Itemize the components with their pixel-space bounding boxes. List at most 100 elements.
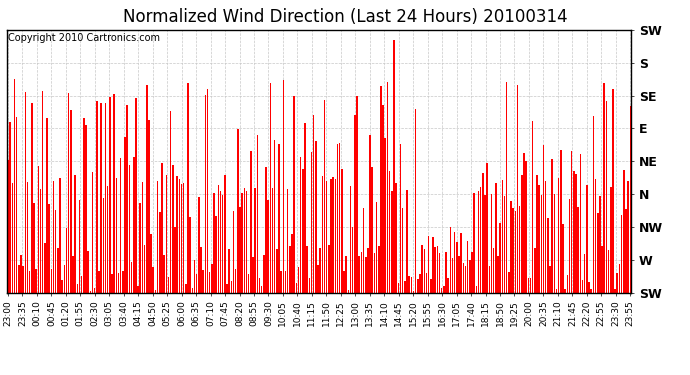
Text: Copyright 2010 Cartronics.com: Copyright 2010 Cartronics.com	[8, 33, 159, 43]
Bar	[194, 260, 195, 292]
Bar	[489, 267, 490, 292]
Bar	[540, 195, 542, 292]
Bar	[196, 274, 197, 292]
Bar	[181, 184, 182, 292]
Bar	[599, 196, 601, 292]
Bar	[166, 175, 167, 292]
Bar	[37, 166, 39, 292]
Bar	[185, 284, 186, 292]
Bar	[597, 213, 598, 292]
Bar	[304, 123, 306, 292]
Bar	[551, 159, 553, 292]
Bar	[333, 177, 334, 292]
Bar	[458, 256, 460, 292]
Bar	[386, 82, 388, 292]
Bar	[424, 249, 425, 292]
Bar	[480, 187, 482, 292]
Bar	[31, 103, 32, 292]
Bar	[33, 203, 34, 292]
Text: Normalized Wind Direction (Last 24 Hours) 20100314: Normalized Wind Direction (Last 24 Hours…	[123, 8, 567, 26]
Bar	[413, 291, 414, 292]
Bar	[393, 40, 395, 292]
Bar	[103, 198, 104, 292]
Bar	[389, 171, 391, 292]
Bar	[369, 135, 371, 292]
Bar	[293, 96, 295, 292]
Bar	[50, 269, 52, 292]
Bar	[506, 82, 507, 292]
Bar	[152, 267, 154, 292]
Bar	[395, 183, 397, 292]
Bar	[326, 182, 328, 292]
Bar	[452, 258, 453, 292]
Bar	[430, 279, 431, 292]
Bar	[397, 283, 399, 292]
Bar	[376, 202, 377, 292]
Bar	[521, 175, 522, 292]
Bar	[259, 278, 260, 292]
Bar	[553, 194, 555, 292]
Bar	[619, 264, 620, 292]
Bar	[198, 196, 199, 292]
Bar	[228, 249, 230, 292]
Bar	[465, 266, 466, 292]
Bar	[86, 125, 87, 292]
Bar	[146, 85, 148, 292]
Bar	[46, 118, 48, 292]
Bar	[263, 255, 264, 292]
Bar	[471, 252, 473, 292]
Bar	[380, 86, 382, 292]
Bar	[435, 248, 436, 292]
Bar	[400, 144, 401, 292]
Bar	[101, 103, 102, 292]
Bar	[324, 100, 325, 292]
Bar	[35, 269, 37, 292]
Bar	[473, 193, 475, 292]
Bar	[202, 270, 204, 292]
Bar	[363, 208, 364, 292]
Bar	[57, 248, 59, 292]
Bar	[289, 246, 290, 292]
Bar	[621, 215, 622, 292]
Bar	[272, 188, 273, 292]
Bar	[532, 121, 533, 292]
Bar	[582, 280, 583, 292]
Bar	[255, 188, 256, 292]
Bar	[467, 241, 469, 292]
Bar	[543, 145, 544, 292]
Bar	[189, 217, 191, 292]
Bar	[126, 105, 128, 292]
Bar	[237, 129, 239, 292]
Bar	[16, 117, 17, 292]
Bar	[337, 144, 338, 292]
Bar	[215, 216, 217, 292]
Bar	[211, 264, 213, 292]
Bar	[625, 209, 627, 292]
Bar	[7, 160, 9, 292]
Bar	[155, 290, 156, 292]
Bar	[241, 193, 243, 292]
Bar	[604, 83, 605, 292]
Bar	[402, 208, 404, 292]
Bar	[341, 169, 343, 292]
Bar	[417, 279, 419, 292]
Bar	[63, 266, 65, 292]
Bar	[183, 183, 184, 292]
Bar	[133, 157, 135, 292]
Bar	[25, 92, 26, 292]
Bar	[48, 204, 50, 292]
Bar	[589, 282, 590, 292]
Bar	[94, 288, 95, 292]
Bar	[571, 151, 573, 292]
Bar	[495, 183, 497, 292]
Bar	[283, 80, 284, 292]
Bar	[504, 196, 505, 292]
Bar	[534, 248, 535, 292]
Bar	[120, 158, 121, 292]
Bar	[555, 289, 558, 292]
Bar	[359, 256, 360, 292]
Bar	[515, 211, 516, 292]
Bar	[560, 150, 562, 292]
Bar	[213, 194, 215, 292]
Bar	[484, 195, 486, 292]
